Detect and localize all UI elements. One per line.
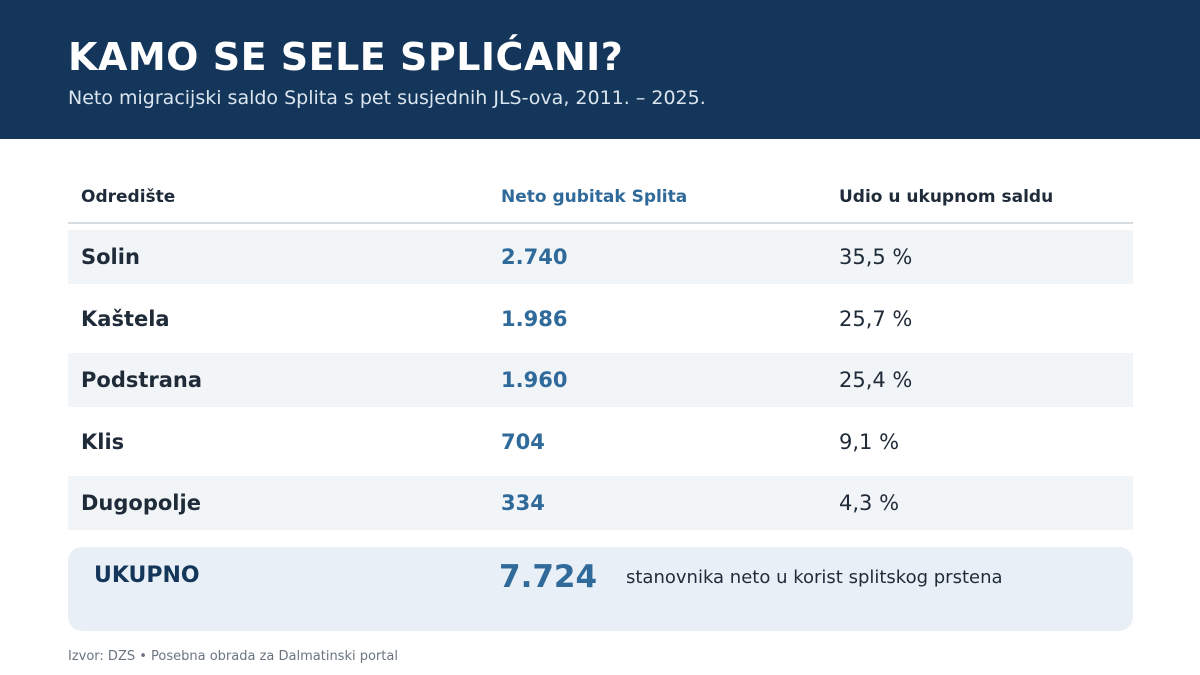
- header-banner: KAMO SE SELE SPLIĆANI? Neto migracijski …: [0, 0, 1200, 139]
- page-title: KAMO SE SELE SPLIĆANI?: [68, 35, 624, 79]
- net-loss-cell: 334: [501, 491, 545, 515]
- share-cell: 25,7 %: [839, 306, 913, 331]
- destination-cell: Dugopolje: [81, 491, 201, 515]
- destination-cell: Podstrana: [81, 368, 203, 392]
- table-row: Kaštela 1.986 25,7 %: [68, 292, 1133, 346]
- table-row: Klis 704 9,1 %: [68, 415, 1133, 469]
- migration-table: Odredište Neto gubitak Splita Udio u uku…: [68, 168, 1133, 530]
- share-cell: 35,5 %: [839, 245, 913, 269]
- net-loss-cell: 704: [501, 429, 545, 454]
- column-header-share: Udio u ukupnom saldu: [839, 187, 1054, 207]
- table-row: Solin 2.740 35,5 %: [68, 230, 1133, 284]
- column-header-net-loss: Neto gubitak Splita: [501, 187, 688, 207]
- total-note: stanovnika neto u korist splitskog prste…: [626, 567, 1003, 588]
- total-label: UKUPNO: [94, 563, 200, 588]
- net-loss-cell: 2.740: [501, 245, 568, 269]
- table-row: Dugopolje 334 4,3 %: [68, 476, 1133, 530]
- destination-cell: Klis: [81, 429, 125, 454]
- total-summary-box: UKUPNO 7.724 stanovnika neto u korist sp…: [68, 547, 1133, 631]
- share-cell: 9,1 %: [839, 429, 900, 454]
- net-loss-cell: 1.960: [501, 368, 568, 392]
- column-header-destination: Odredište: [81, 187, 176, 207]
- total-value: 7.724: [499, 559, 598, 595]
- destination-cell: Kaštela: [81, 306, 170, 331]
- share-cell: 25,4 %: [839, 368, 913, 392]
- net-loss-cell: 1.986: [501, 306, 568, 331]
- share-cell: 4,3 %: [839, 491, 900, 515]
- destination-cell: Solin: [81, 245, 140, 269]
- source-note: Izvor: DZS • Posebna obrada za Dalmatins…: [68, 649, 398, 664]
- page-subtitle: Neto migracijski saldo Splita s pet susj…: [68, 87, 706, 109]
- table-header: Odredište Neto gubitak Splita Udio u uku…: [68, 168, 1133, 224]
- table-row: Podstrana 1.960 25,4 %: [68, 353, 1133, 407]
